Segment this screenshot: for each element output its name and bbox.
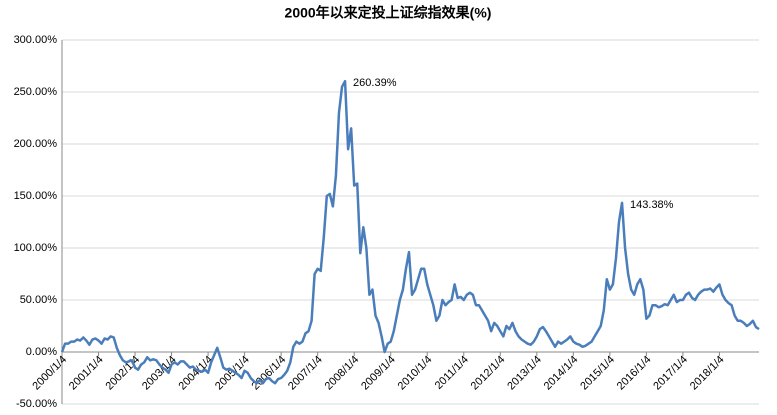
y-tick-label: -50.00% xyxy=(16,398,57,410)
data-label: 260.39% xyxy=(353,77,397,89)
y-tick-label: 50.00% xyxy=(20,294,58,306)
y-tick-label: 150.00% xyxy=(14,190,58,202)
series-line xyxy=(60,79,760,385)
data-label: 143.38% xyxy=(630,199,674,211)
chart-title: 2000年以来定投上证综指效果(%) xyxy=(285,5,492,21)
y-tick-label: 0.00% xyxy=(26,346,57,358)
y-tick-label: 100.00% xyxy=(14,242,58,254)
y-tick-label: 300.00% xyxy=(14,34,58,46)
y-tick-label: 200.00% xyxy=(14,138,58,150)
y-tick-label: 250.00% xyxy=(14,86,58,98)
